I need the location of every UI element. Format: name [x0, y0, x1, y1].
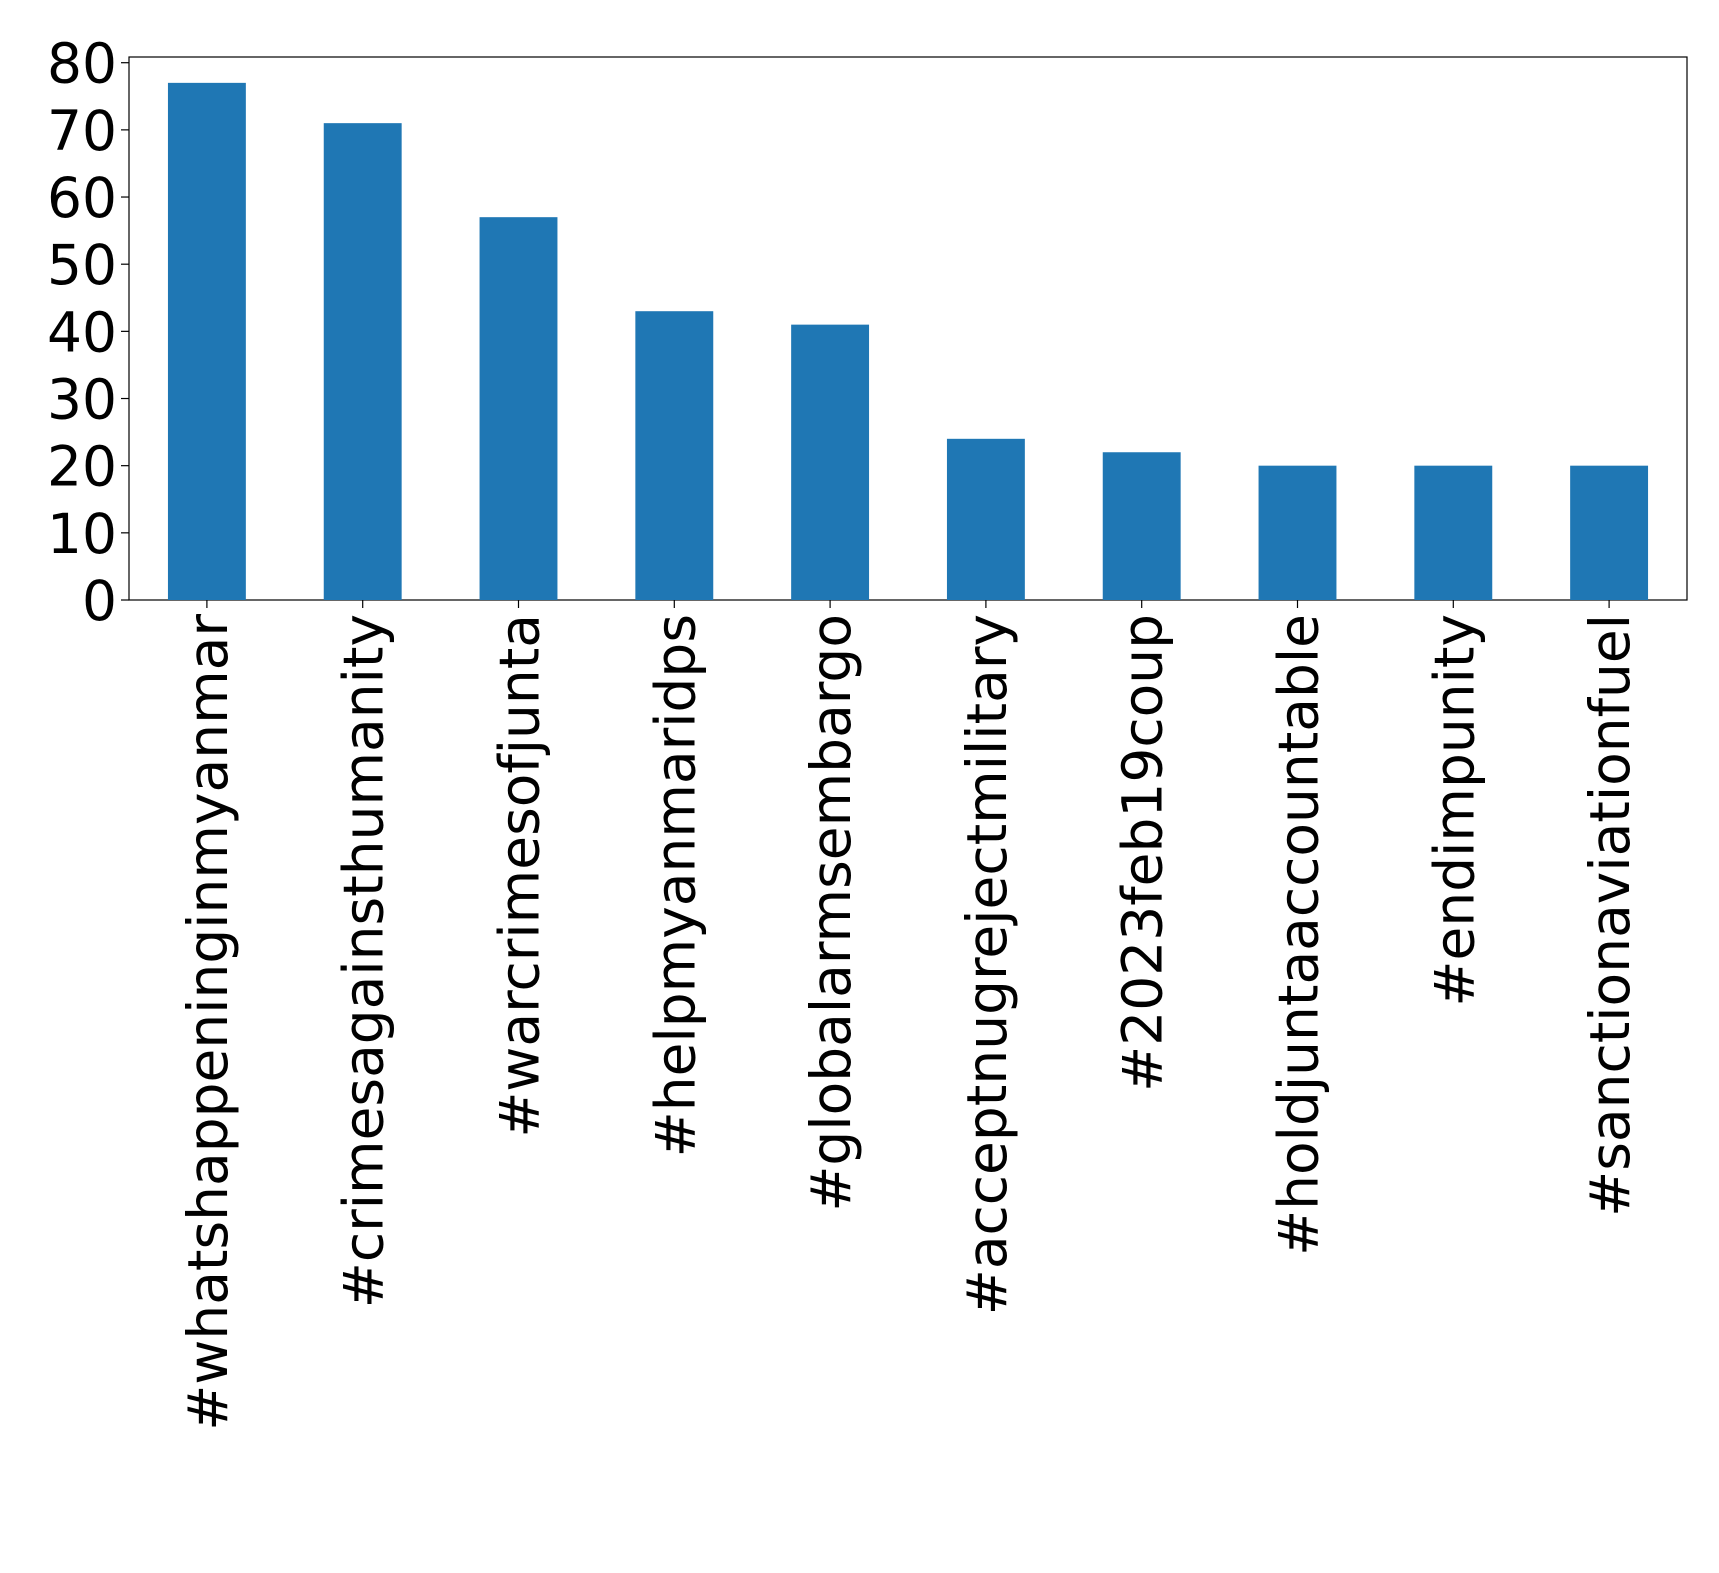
bar — [1258, 465, 1337, 600]
bar — [1102, 452, 1181, 600]
x-tick-label: #sanctionaviationfuel — [1578, 614, 1642, 1217]
x-tick-label: #crimesagainsthumanity — [332, 614, 396, 1308]
x-tick-label: #globalarmsembargo — [799, 614, 863, 1212]
y-tick-label: 30 — [47, 368, 117, 432]
bar — [946, 438, 1025, 600]
y-tick-label: 80 — [47, 32, 117, 96]
bar — [479, 217, 558, 600]
y-tick-label: 50 — [47, 233, 117, 297]
bar — [1414, 465, 1493, 600]
x-tick-label: #helpmyanmaridps — [643, 614, 707, 1157]
plot-frame — [128, 56, 1688, 601]
x-tick-label: #2023feb19coup — [1111, 614, 1175, 1092]
y-tick-label: 40 — [47, 300, 117, 364]
bar — [791, 324, 870, 600]
bar — [323, 123, 402, 600]
x-tick-label: #acceptnugrejectmilitary — [955, 614, 1019, 1315]
y-tick-label: 60 — [47, 166, 117, 230]
x-tick-label: #warcrimesofjunta — [488, 614, 552, 1138]
bar — [167, 82, 246, 601]
y-tick-label: 10 — [47, 502, 117, 566]
bar — [635, 311, 714, 600]
y-tick-label: 70 — [47, 99, 117, 163]
y-tick-label: 0 — [82, 569, 117, 633]
bar — [1570, 465, 1649, 600]
x-tick-label: #endimpunity — [1422, 614, 1486, 1007]
x-tick-label: #whatshappeninginmyanmar — [176, 614, 240, 1431]
x-tick-label: #holdjuntaaccountable — [1267, 614, 1331, 1256]
y-tick-label: 20 — [47, 435, 117, 499]
